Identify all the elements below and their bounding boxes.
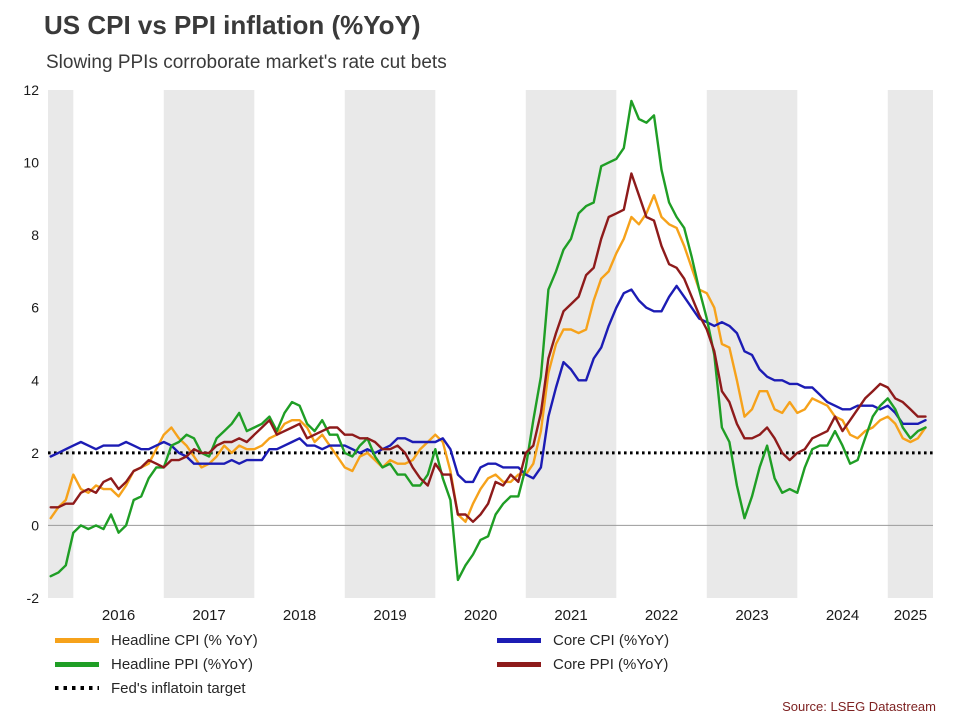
series-core-cpi xyxy=(49,284,927,484)
page-subtitle: Slowing PPIs corroborate market's rate c… xyxy=(46,52,447,73)
y-tick-label: 0 xyxy=(31,517,39,533)
x-tick-label: 2020 xyxy=(464,607,497,624)
year-band-2019 xyxy=(344,90,436,598)
legend-label-fed-target: Fed's inflatoin target xyxy=(111,679,246,697)
y-tick-label: 2 xyxy=(31,445,39,461)
x-tick-label: 2025 xyxy=(894,607,927,624)
legend-item-core-cpi: Core CPI (%YoY) xyxy=(497,628,669,652)
headline-ppi-swatch xyxy=(55,661,99,667)
year-band-2023 xyxy=(706,90,798,598)
x-tick-label: 2023 xyxy=(735,607,768,624)
x-tick-label: 2017 xyxy=(192,607,225,624)
series-headline-ppi xyxy=(49,99,927,582)
core-cpi-swatch xyxy=(497,637,541,643)
legend-item-core-ppi: Core PPI (%YoY) xyxy=(497,652,669,676)
y-tick-label: 6 xyxy=(31,300,39,316)
x-tick-label: 2018 xyxy=(283,607,316,624)
y-tick-label: 10 xyxy=(23,155,39,171)
legend-column-right: Core CPI (%YoY) Core PPI (%YoY) xyxy=(497,628,669,676)
x-tick-label: 2022 xyxy=(645,607,678,624)
inflation-line-chart: -2 0 2 4 6 8 10 12 2016 2017 2018 2019 2020 2021 2022 2… xyxy=(23,82,933,624)
series-headline-cpi xyxy=(49,194,927,523)
legend-item-fed-target: Fed's inflatoin target xyxy=(55,676,258,700)
legend-label-headline-ppi: Headline PPI (%YoY) xyxy=(111,655,254,673)
y-tick-label: 12 xyxy=(23,82,39,98)
year-band-2015 xyxy=(48,90,74,598)
legend-label-core-ppi: Core PPI (%YoY) xyxy=(553,655,669,673)
year-band-2017 xyxy=(163,90,255,598)
series-core-ppi xyxy=(49,172,927,523)
source-credit: Source: LSEG Datastream xyxy=(782,699,936,714)
y-tick-label: 4 xyxy=(31,372,39,388)
y-tick-label: 8 xyxy=(31,227,39,243)
headline-cpi-swatch xyxy=(55,637,99,643)
legend-label-headline-cpi: Headline CPI (% YoY) xyxy=(111,631,258,649)
legend-item-headline-ppi: Headline PPI (%YoY) xyxy=(55,652,258,676)
year-band-2025 xyxy=(887,90,933,598)
legend-column-left: Headline CPI (% YoY) Headline PPI (%YoY)… xyxy=(55,628,258,700)
x-tick-label: 2016 xyxy=(102,607,135,624)
x-tick-label: 2019 xyxy=(373,607,406,624)
fed-target-swatch xyxy=(55,686,99,690)
legend-item-headline-cpi: Headline CPI (% YoY) xyxy=(55,628,258,652)
legend-label-core-cpi: Core CPI (%YoY) xyxy=(553,631,670,649)
page-title: US CPI vs PPI inflation (%YoY) xyxy=(44,10,421,40)
core-ppi-swatch xyxy=(497,661,541,667)
y-tick-label: -2 xyxy=(27,590,40,606)
x-tick-label: 2021 xyxy=(554,607,587,624)
x-tick-label: 2024 xyxy=(826,607,859,624)
